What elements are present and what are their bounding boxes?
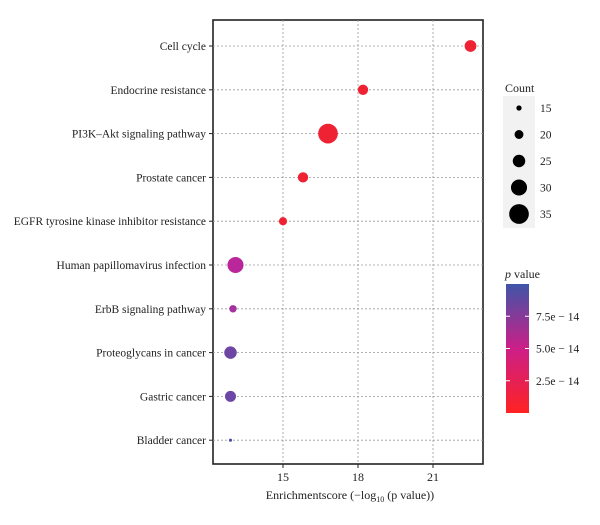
size-legend-title: Count	[505, 81, 535, 95]
data-point	[224, 390, 237, 402]
x-tick-label: 21	[427, 470, 439, 484]
size-legend: 15 20 25 30 35	[509, 103, 552, 224]
size-legend-dot	[514, 130, 524, 139]
color-legend-label: 7.5e − 14	[536, 311, 579, 323]
size-legend-dot	[509, 204, 529, 224]
y-tick-label: PI3K–Akt signaling pathway	[72, 129, 206, 141]
color-legend-label: 2.5e − 14	[536, 376, 579, 388]
data-point	[228, 438, 233, 442]
y-tick-label: Proteoglycans in cancer	[96, 348, 206, 360]
x-axis-label: Enrichmentscore (−log10 (p value))	[266, 488, 434, 504]
color-legend: 7.5e − 14 5.0e − 14 2.5e − 14	[506, 311, 579, 388]
size-legend-dot	[510, 179, 528, 196]
data-point	[464, 40, 477, 52]
size-legend-label: 15	[540, 103, 552, 115]
color-bar	[506, 284, 529, 413]
y-tick-label: ErbB signaling pathway	[95, 304, 206, 316]
size-legend-dot	[512, 154, 526, 168]
data-point	[357, 84, 369, 95]
data-points	[224, 40, 477, 442]
color-legend-label: 5.0e − 14	[536, 344, 579, 356]
x-tick-label: 15	[277, 470, 289, 484]
color-legend-title: p value	[504, 267, 540, 281]
size-legend-label: 35	[540, 209, 552, 221]
y-tick-label: Bladder cancer	[137, 435, 206, 447]
data-point	[229, 305, 237, 313]
data-point	[318, 123, 338, 144]
y-tick-label: EGFR tyrosine kinase inhibitor resistanc…	[14, 216, 206, 228]
x-axis-ticks: 15 18 21	[277, 464, 439, 484]
data-point	[297, 172, 309, 183]
size-legend-label: 25	[540, 156, 552, 168]
x-tick-label: 18	[352, 470, 364, 484]
grid-lines	[213, 20, 483, 464]
size-legend-label: 20	[540, 130, 552, 142]
plot-panel	[212, 19, 484, 465]
data-point	[224, 346, 237, 359]
data-point	[227, 256, 244, 274]
size-legend-label: 30	[540, 183, 552, 195]
y-tick-label: Gastric cancer	[140, 391, 206, 403]
y-tick-label: Prostate cancer	[136, 172, 206, 184]
y-tick-label: Human papillomavirus infection	[57, 260, 207, 272]
data-point	[278, 217, 288, 226]
y-tick-label: Endocrine resistance	[111, 85, 206, 97]
y-axis-labels: Cell cycle Endocrine resistance PI3K–Akt s…	[14, 41, 213, 447]
size-legend-dot	[516, 105, 522, 111]
y-tick-label: Cell cycle	[160, 41, 206, 53]
